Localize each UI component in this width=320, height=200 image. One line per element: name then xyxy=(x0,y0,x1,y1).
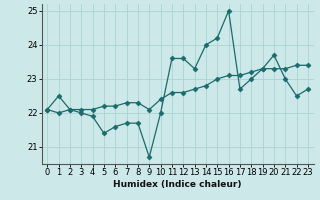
X-axis label: Humidex (Indice chaleur): Humidex (Indice chaleur) xyxy=(113,180,242,189)
